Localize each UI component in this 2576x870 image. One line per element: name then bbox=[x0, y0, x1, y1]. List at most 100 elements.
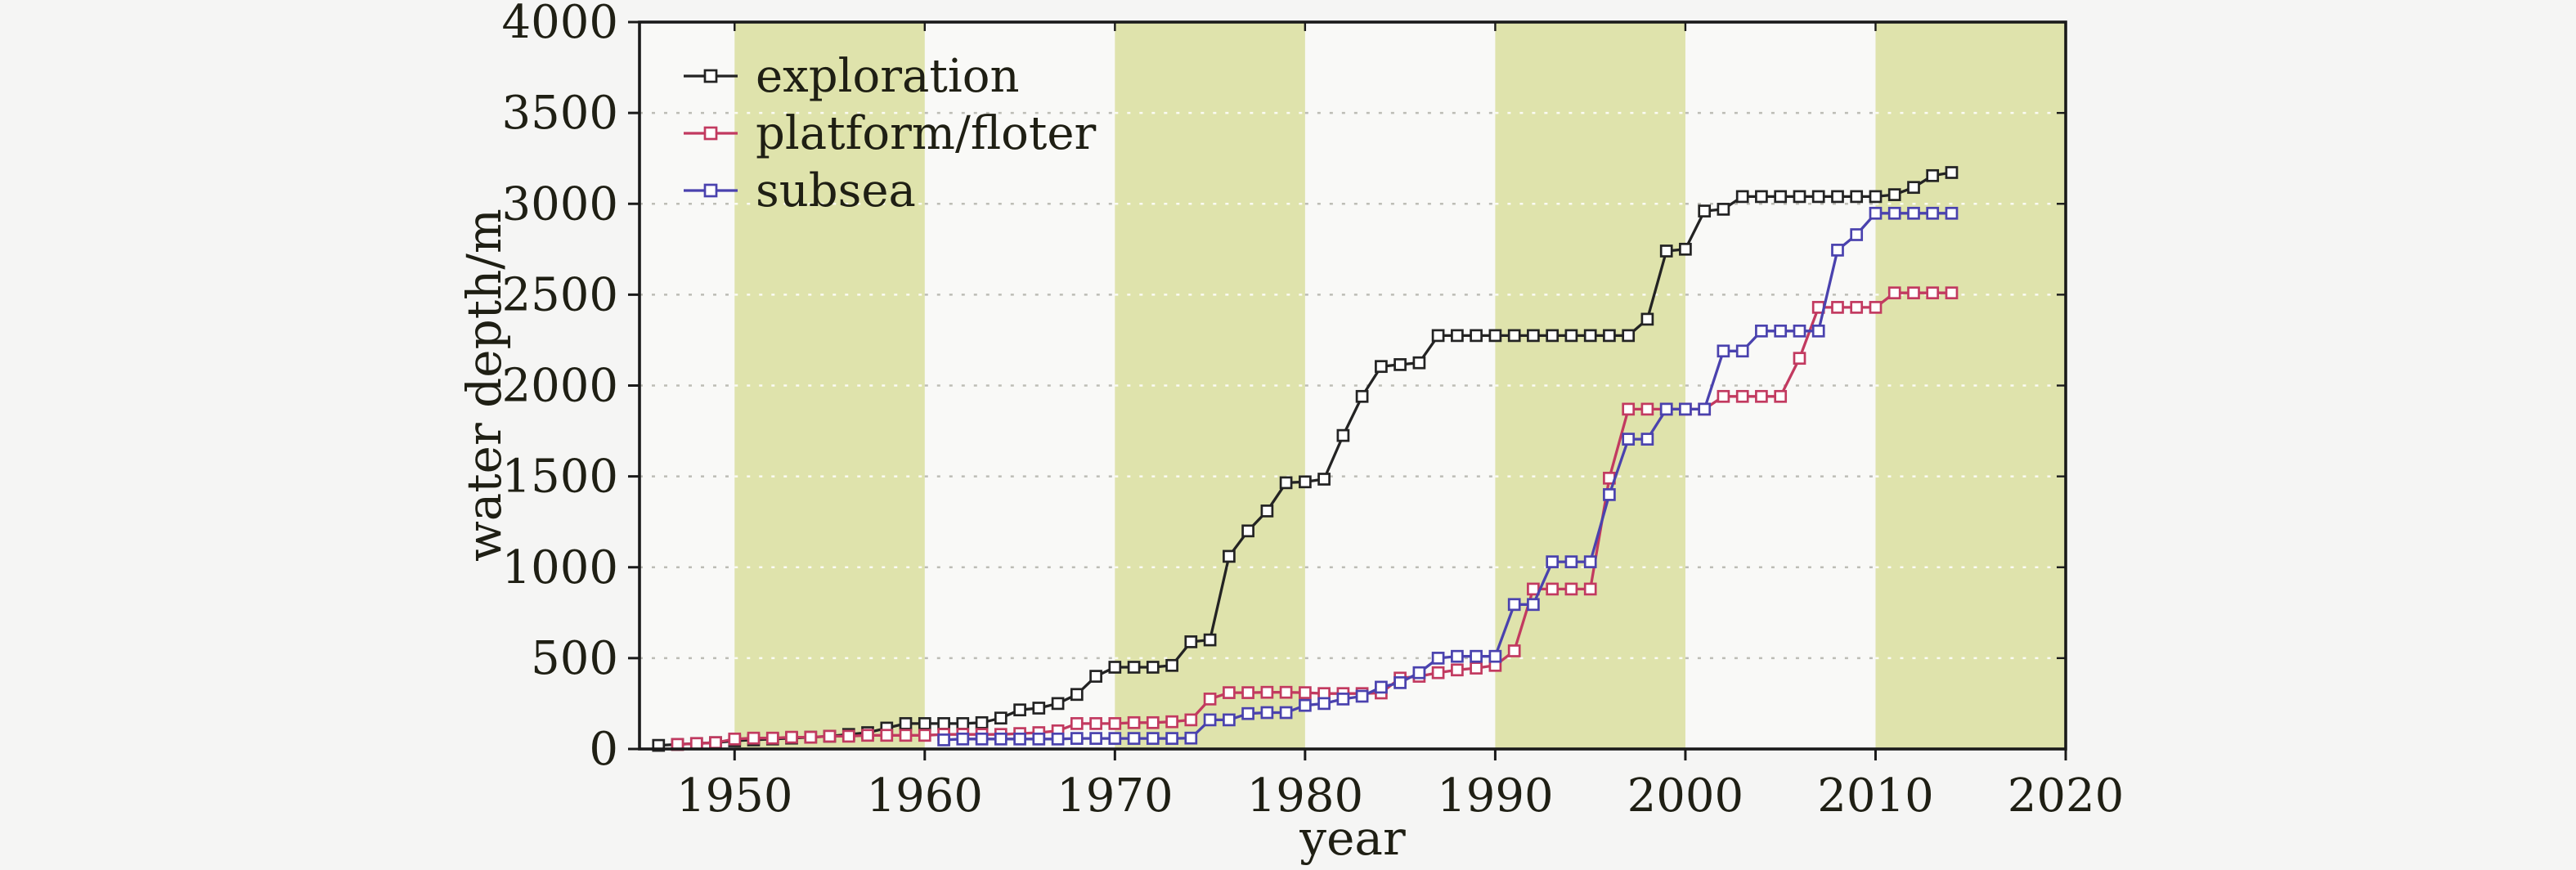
data-point-marker bbox=[1412, 356, 1426, 370]
data-point-marker bbox=[994, 711, 1008, 725]
plot-background-layer bbox=[640, 22, 2066, 749]
data-point-marker bbox=[1907, 286, 1920, 300]
data-point-marker bbox=[1640, 312, 1654, 326]
legend-label: subsea bbox=[756, 164, 916, 218]
data-point-marker bbox=[1108, 732, 1122, 745]
data-point-marker bbox=[1679, 242, 1692, 256]
data-point-marker bbox=[1717, 389, 1730, 403]
data-point-marker bbox=[1793, 352, 1806, 365]
data-point-marker bbox=[937, 717, 950, 730]
data-point-marker bbox=[1659, 244, 1673, 258]
data-point-marker bbox=[1735, 344, 1749, 358]
data-point-marker bbox=[975, 715, 989, 729]
data-point-marker bbox=[1907, 206, 1920, 220]
data-point-marker bbox=[1051, 697, 1065, 711]
data-point-marker bbox=[1451, 663, 1464, 677]
data-point-marker bbox=[1336, 693, 1350, 706]
data-point-marker bbox=[1488, 329, 1502, 343]
x-tick-label-2000: 2000 bbox=[1627, 769, 1744, 823]
data-point-marker bbox=[1279, 685, 1293, 699]
data-point-marker bbox=[1698, 204, 1712, 218]
data-point-marker bbox=[1375, 680, 1388, 694]
data-point-marker bbox=[1622, 402, 1636, 416]
data-point-marker bbox=[1013, 703, 1026, 717]
legend-label: exploration bbox=[756, 50, 1020, 103]
data-point-marker bbox=[1241, 686, 1254, 699]
data-point-marker bbox=[975, 732, 989, 746]
y-tick-label-2000: 2000 bbox=[501, 360, 618, 413]
y-tick-label-4000: 4000 bbox=[501, 0, 618, 49]
data-point-marker bbox=[1260, 685, 1274, 699]
data-point-marker bbox=[1869, 301, 1883, 314]
series-subsea bbox=[937, 206, 1959, 747]
x-tick-label-1970: 1970 bbox=[1057, 769, 1174, 823]
data-point-marker bbox=[1223, 549, 1236, 563]
data-point-marker bbox=[1070, 717, 1084, 730]
data-point-marker bbox=[1260, 706, 1274, 720]
x-tick-label-2020: 2020 bbox=[2008, 769, 2125, 823]
y-tick-label-3000: 3000 bbox=[501, 177, 618, 231]
data-point-marker bbox=[1108, 661, 1122, 674]
decade-band-1990 bbox=[1495, 22, 1685, 749]
data-point-marker bbox=[1317, 697, 1331, 711]
data-point-marker bbox=[1887, 188, 1901, 201]
data-point-marker bbox=[937, 733, 950, 747]
data-point-marker bbox=[956, 732, 970, 746]
data-point-marker bbox=[1793, 190, 1806, 204]
y-tick-label-1000: 1000 bbox=[501, 541, 618, 594]
data-point-marker bbox=[1679, 402, 1692, 416]
data-point-marker bbox=[1564, 329, 1578, 343]
decade-band-1970 bbox=[1115, 22, 1305, 749]
data-point-marker bbox=[1735, 190, 1749, 204]
data-point-marker bbox=[1051, 732, 1065, 746]
data-point-marker bbox=[1184, 731, 1198, 745]
data-point-marker bbox=[1241, 524, 1254, 538]
data-point-marker bbox=[1755, 190, 1768, 204]
data-point-marker bbox=[1393, 676, 1407, 689]
data-point-marker bbox=[1375, 360, 1388, 374]
data-point-marker bbox=[1203, 713, 1217, 727]
data-point-marker bbox=[1317, 473, 1331, 486]
y-tick-label-500: 500 bbox=[531, 632, 618, 685]
data-point-marker bbox=[1470, 649, 1483, 663]
data-point-marker bbox=[1659, 402, 1673, 416]
data-point-marker bbox=[1223, 713, 1236, 727]
data-point-marker bbox=[1146, 732, 1160, 745]
data-point-marker bbox=[1146, 661, 1160, 674]
data-point-marker bbox=[765, 731, 779, 745]
data-point-marker bbox=[1717, 203, 1730, 216]
data-point-marker bbox=[1108, 717, 1122, 730]
data-point-marker bbox=[1431, 329, 1445, 343]
data-point-marker bbox=[899, 729, 913, 742]
data-point-marker bbox=[1831, 301, 1844, 314]
decade-band-1950 bbox=[734, 22, 925, 749]
series-layer bbox=[652, 166, 1959, 752]
legend-item-platform-floter: platform/floter bbox=[684, 107, 1097, 160]
data-point-marker bbox=[880, 729, 894, 742]
data-point-marker bbox=[1717, 344, 1730, 358]
data-point-marker bbox=[1869, 206, 1883, 220]
data-point-marker bbox=[1451, 649, 1464, 663]
data-point-marker bbox=[1032, 702, 1046, 715]
data-point-marker bbox=[1223, 686, 1236, 699]
data-point-marker bbox=[1203, 693, 1217, 706]
data-point-marker bbox=[1831, 244, 1844, 257]
y-axis-label: water depth/m bbox=[456, 209, 512, 562]
data-point-marker bbox=[1470, 329, 1483, 343]
data-point-marker bbox=[1299, 698, 1312, 712]
data-point-marker bbox=[1393, 358, 1407, 371]
y-tick-label-0: 0 bbox=[589, 723, 618, 776]
data-point-marker bbox=[689, 737, 703, 751]
decade-band-2010 bbox=[1875, 22, 2066, 749]
data-point-marker bbox=[1412, 666, 1426, 679]
data-point-marker bbox=[1755, 389, 1768, 403]
data-point-marker bbox=[1165, 658, 1178, 672]
data-point-marker bbox=[1241, 706, 1254, 720]
data-point-marker bbox=[1527, 598, 1540, 612]
data-point-marker bbox=[1184, 635, 1198, 648]
legend-marker bbox=[703, 69, 718, 83]
y-tick-label-3500: 3500 bbox=[501, 87, 618, 140]
x-tick-label-1950: 1950 bbox=[676, 769, 793, 823]
data-point-marker bbox=[1831, 190, 1844, 204]
data-point-marker bbox=[1907, 181, 1920, 195]
